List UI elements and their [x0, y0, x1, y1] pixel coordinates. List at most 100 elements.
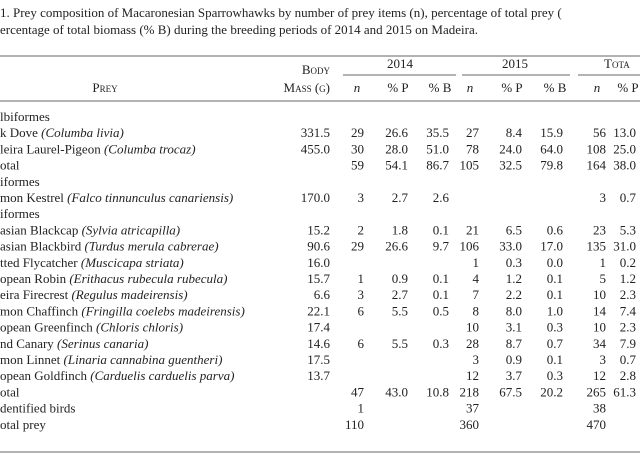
cell: 0.0 [547, 255, 563, 270]
prey-common: nd Canary [0, 336, 57, 351]
group-label: iformes [0, 206, 40, 221]
cell: 360 [460, 417, 480, 432]
cell: 43.0 [385, 384, 408, 399]
subheader: n [594, 80, 601, 95]
cell: 265 [587, 384, 607, 399]
cell: 1.2 [620, 271, 636, 286]
cell: 5.5 [392, 336, 408, 351]
cell: 164 [587, 158, 607, 173]
cell: 28 [466, 336, 479, 351]
cell: 10.8 [426, 384, 449, 399]
cell: 0.1 [433, 271, 449, 286]
cell: 8.7 [506, 336, 523, 351]
subheader: % P [387, 80, 408, 95]
prey-name: otal [0, 384, 20, 399]
cell: 17.5 [307, 352, 330, 367]
cell: 38 [593, 401, 606, 416]
prey-common: eira Firecrest [0, 287, 71, 302]
cell: 25.0 [613, 141, 636, 156]
caption: 1. Prey composition of Macaronesian Spar… [0, 5, 562, 20]
cell: 0.5 [433, 303, 449, 318]
cell: 3 [473, 352, 480, 367]
prey-latin: (Chloris chloris) [96, 320, 183, 335]
prey-name: opean Greenfinch (Chloris chloris) [0, 320, 183, 335]
cell: 1 [358, 271, 365, 286]
cell: 0.7 [620, 190, 637, 205]
prey-latin: (Sylvia atricapilla) [82, 222, 181, 237]
prey-name: otal [0, 158, 20, 173]
cell: 10 [593, 287, 606, 302]
cell: 7.4 [620, 303, 637, 318]
cell: 29 [351, 239, 364, 254]
cell: 10 [593, 320, 606, 335]
cell: 2 [358, 222, 365, 237]
prey-name: nd Canary (Serinus canaria) [0, 336, 148, 351]
cell: 5 [600, 271, 607, 286]
cell: 218 [460, 384, 480, 399]
cell: 8.0 [506, 303, 522, 318]
cell: 67.5 [499, 384, 522, 399]
cell: 34 [593, 336, 607, 351]
prey-name: leira Laurel-Pigeon (Columba trocaz) [0, 141, 196, 156]
prey-common: mon Kestrel [0, 190, 67, 205]
prey-common: opean Greenfinch [0, 320, 96, 335]
header: Mass (g) [284, 80, 330, 95]
cell: 1 [473, 255, 480, 270]
subheader: % P [617, 80, 638, 95]
cell: 54.1 [385, 158, 408, 173]
cell: 5.3 [620, 222, 636, 237]
cell: 6 [358, 336, 365, 351]
prey-name: mon Kestrel (Falco tinnunculus canariens… [0, 190, 233, 205]
cell: 0.3 [547, 368, 563, 383]
cell: 30 [351, 141, 364, 156]
cell: 0.9 [506, 352, 522, 367]
cell: 4 [473, 271, 480, 286]
cell: 26.6 [385, 125, 408, 140]
header: 2014 [387, 56, 414, 71]
cell: 0.3 [547, 320, 563, 335]
cell: 47 [351, 384, 365, 399]
prey-common: leira Laurel-Pigeon [0, 141, 104, 156]
caption: ercentage of total biomass (% B) during … [0, 22, 478, 37]
cell: 0.7 [547, 336, 564, 351]
prey-latin: (Muscicapa striata) [81, 255, 184, 270]
cell: 0.1 [547, 287, 563, 302]
cell: 1.8 [392, 222, 408, 237]
cell: 35.5 [426, 125, 449, 140]
prey-common: k Dove [0, 125, 41, 140]
prey-latin: (Fringilla coelebs madeirensis) [81, 303, 244, 318]
cell: 0.3 [433, 336, 449, 351]
cell: 0.1 [547, 352, 563, 367]
cell: 2.2 [506, 287, 522, 302]
cell: 3 [358, 190, 365, 205]
cell: 0.7 [620, 352, 637, 367]
prey-name: dentified birds [0, 401, 75, 416]
cell: 0.1 [433, 287, 449, 302]
prey-name: tted Flycatcher (Muscicapa striata) [0, 255, 184, 270]
cell: 90.6 [307, 239, 330, 254]
cell: 29 [351, 125, 364, 140]
cell: 0.9 [392, 271, 408, 286]
cell: 15.2 [307, 222, 330, 237]
prey-name: mon Chaffinch (Fringilla coelebs madeire… [0, 303, 245, 318]
cell: 16.0 [307, 255, 330, 270]
cell: 2.8 [620, 368, 636, 383]
cell: 12 [593, 368, 606, 383]
cell: 2.7 [392, 287, 409, 302]
cell: 0.3 [506, 255, 522, 270]
cell: 14.6 [307, 336, 330, 351]
prey-name: opean Goldfinch (Carduelis carduelis par… [0, 368, 234, 383]
prey-common: mon Linnet [0, 352, 64, 367]
prey-name: opean Robin (Erithacus rubecula rubecula… [0, 271, 227, 286]
cell: 37 [466, 401, 480, 416]
prey-name: mon Linnet (Linaria cannabina guentheri) [0, 352, 222, 367]
cell: 110 [345, 417, 364, 432]
cell: 2.3 [620, 287, 636, 302]
prey-common: asian Blackbird [0, 239, 84, 254]
prey-latin: (Columba livia) [41, 125, 124, 140]
cell: 6.5 [506, 222, 522, 237]
cell: 59 [351, 158, 364, 173]
cell: 170.0 [301, 190, 330, 205]
